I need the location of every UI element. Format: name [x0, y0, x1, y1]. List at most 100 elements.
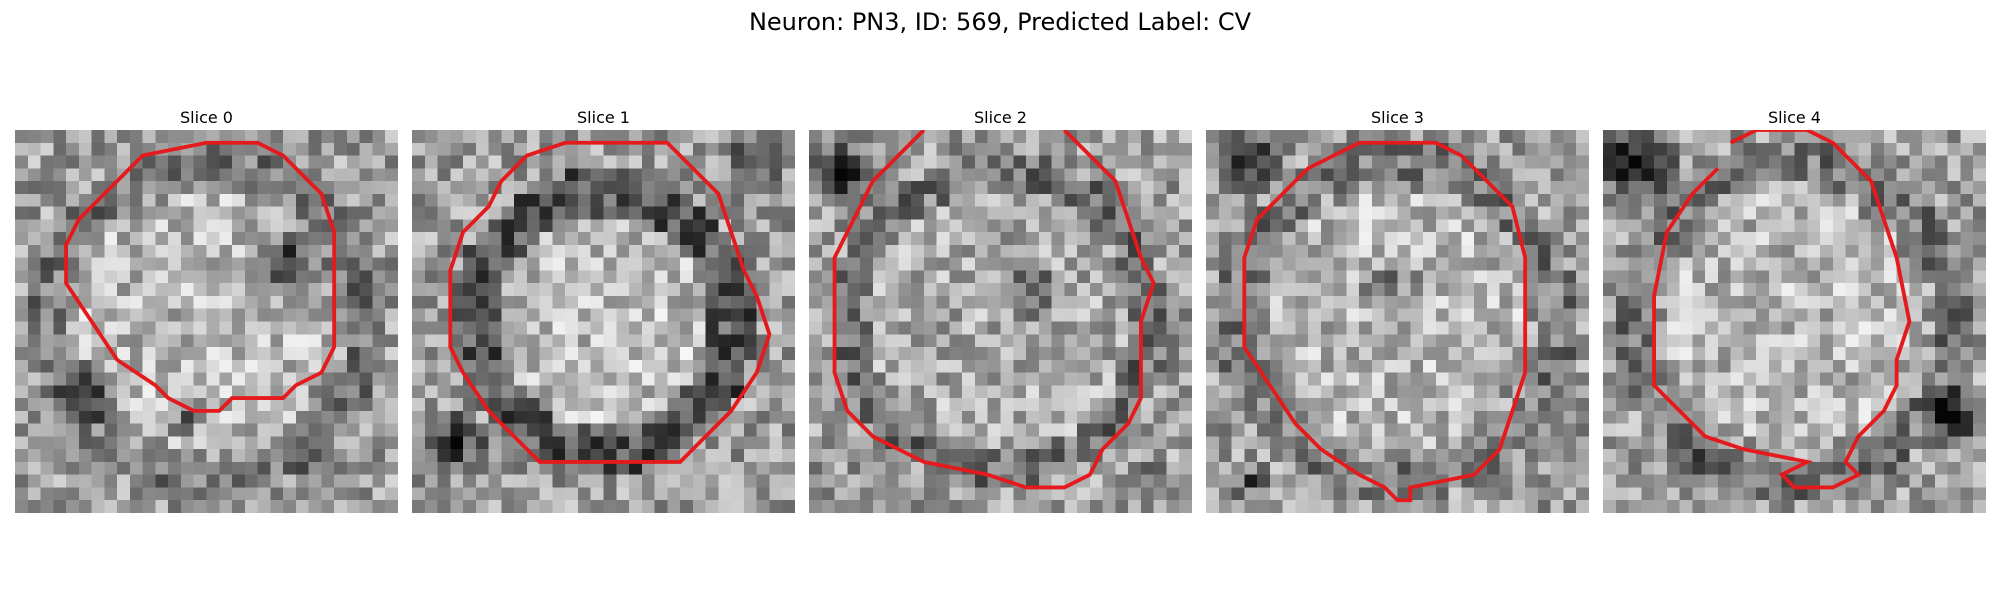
pixel [680, 500, 694, 513]
pixel [359, 168, 373, 182]
pixel [1550, 449, 1564, 463]
pixel [641, 398, 655, 412]
pixel [1603, 244, 1617, 258]
pixel [15, 500, 29, 513]
pixel [488, 232, 502, 246]
pixel [1153, 257, 1167, 271]
pixel [667, 295, 681, 309]
pixel [180, 270, 194, 284]
pixel [1269, 232, 1283, 246]
pixel [962, 181, 976, 195]
pixel [654, 385, 668, 399]
pixel [616, 487, 630, 501]
pixel [78, 244, 92, 258]
pixel [1743, 155, 1757, 169]
pixel [1641, 347, 1655, 361]
pixel [1140, 219, 1154, 233]
pixel [1756, 142, 1770, 156]
pixel [1807, 449, 1821, 463]
pixel [885, 270, 899, 284]
pixel [1295, 347, 1309, 361]
pixel [1871, 257, 1885, 271]
pixel [680, 347, 694, 361]
pixel [232, 219, 246, 233]
pixel [78, 283, 92, 297]
pixel [1743, 487, 1757, 501]
pixel [244, 219, 258, 233]
pixel [1231, 321, 1245, 335]
pixel [616, 436, 630, 450]
pixel [1896, 487, 1910, 501]
pixel [270, 181, 284, 195]
pixel [412, 193, 426, 207]
pixel [731, 410, 745, 424]
pixel [1781, 155, 1795, 169]
pixel [743, 347, 757, 361]
pixel [372, 359, 386, 373]
pixel [692, 334, 706, 348]
pixel [641, 130, 655, 144]
pixel [923, 423, 937, 437]
pixel [872, 270, 886, 284]
pixel [270, 487, 284, 501]
pixel [1603, 155, 1617, 169]
pixel [1077, 487, 1091, 501]
pixel [1934, 461, 1948, 475]
pixel [782, 193, 795, 207]
pixel [372, 474, 386, 488]
pixel [1423, 295, 1437, 309]
pixel [514, 487, 528, 501]
pixel [1269, 334, 1283, 348]
pixel [1410, 500, 1424, 513]
pixel [1064, 461, 1078, 475]
pixel [1153, 193, 1167, 207]
pixel [1448, 436, 1462, 450]
pixel [1000, 181, 1014, 195]
pixel [1423, 410, 1437, 424]
pixel [1320, 244, 1334, 258]
pixel [257, 270, 271, 284]
pixel [809, 142, 823, 156]
pixel [654, 232, 668, 246]
pixel [577, 244, 591, 258]
pixel [936, 142, 950, 156]
pixel [911, 423, 925, 437]
pixel [1231, 142, 1245, 156]
pixel [1576, 423, 1589, 437]
pixel [1218, 347, 1232, 361]
pixel [1231, 334, 1245, 348]
pixel [1308, 244, 1322, 258]
pixel [809, 410, 823, 424]
pixel [1038, 372, 1052, 386]
pixel [1871, 372, 1885, 386]
pixel [1756, 500, 1770, 513]
pixel [680, 219, 694, 233]
pixel [450, 206, 464, 220]
pixel [501, 130, 515, 144]
pixel [1257, 487, 1271, 501]
pixel [1743, 321, 1757, 335]
pixel [1794, 283, 1808, 297]
pixel [437, 487, 451, 501]
pixel [1000, 334, 1014, 348]
pixel [359, 219, 373, 233]
pixel [501, 244, 515, 258]
pixel [334, 244, 348, 258]
pixel [1743, 168, 1757, 182]
pixel [1397, 461, 1411, 475]
pixel [104, 168, 118, 182]
pixel [1692, 283, 1706, 297]
pixel [91, 372, 105, 386]
pixel [1397, 359, 1411, 373]
pixel [412, 168, 426, 182]
pixel [1896, 449, 1910, 463]
pixel [641, 385, 655, 399]
pixel [1563, 283, 1577, 297]
pixel [1512, 181, 1526, 195]
pixel [475, 359, 489, 373]
pixel [936, 410, 950, 424]
pixel [1934, 385, 1948, 399]
pixel [1909, 461, 1923, 475]
pixel [1628, 474, 1642, 488]
pixel [1140, 398, 1154, 412]
